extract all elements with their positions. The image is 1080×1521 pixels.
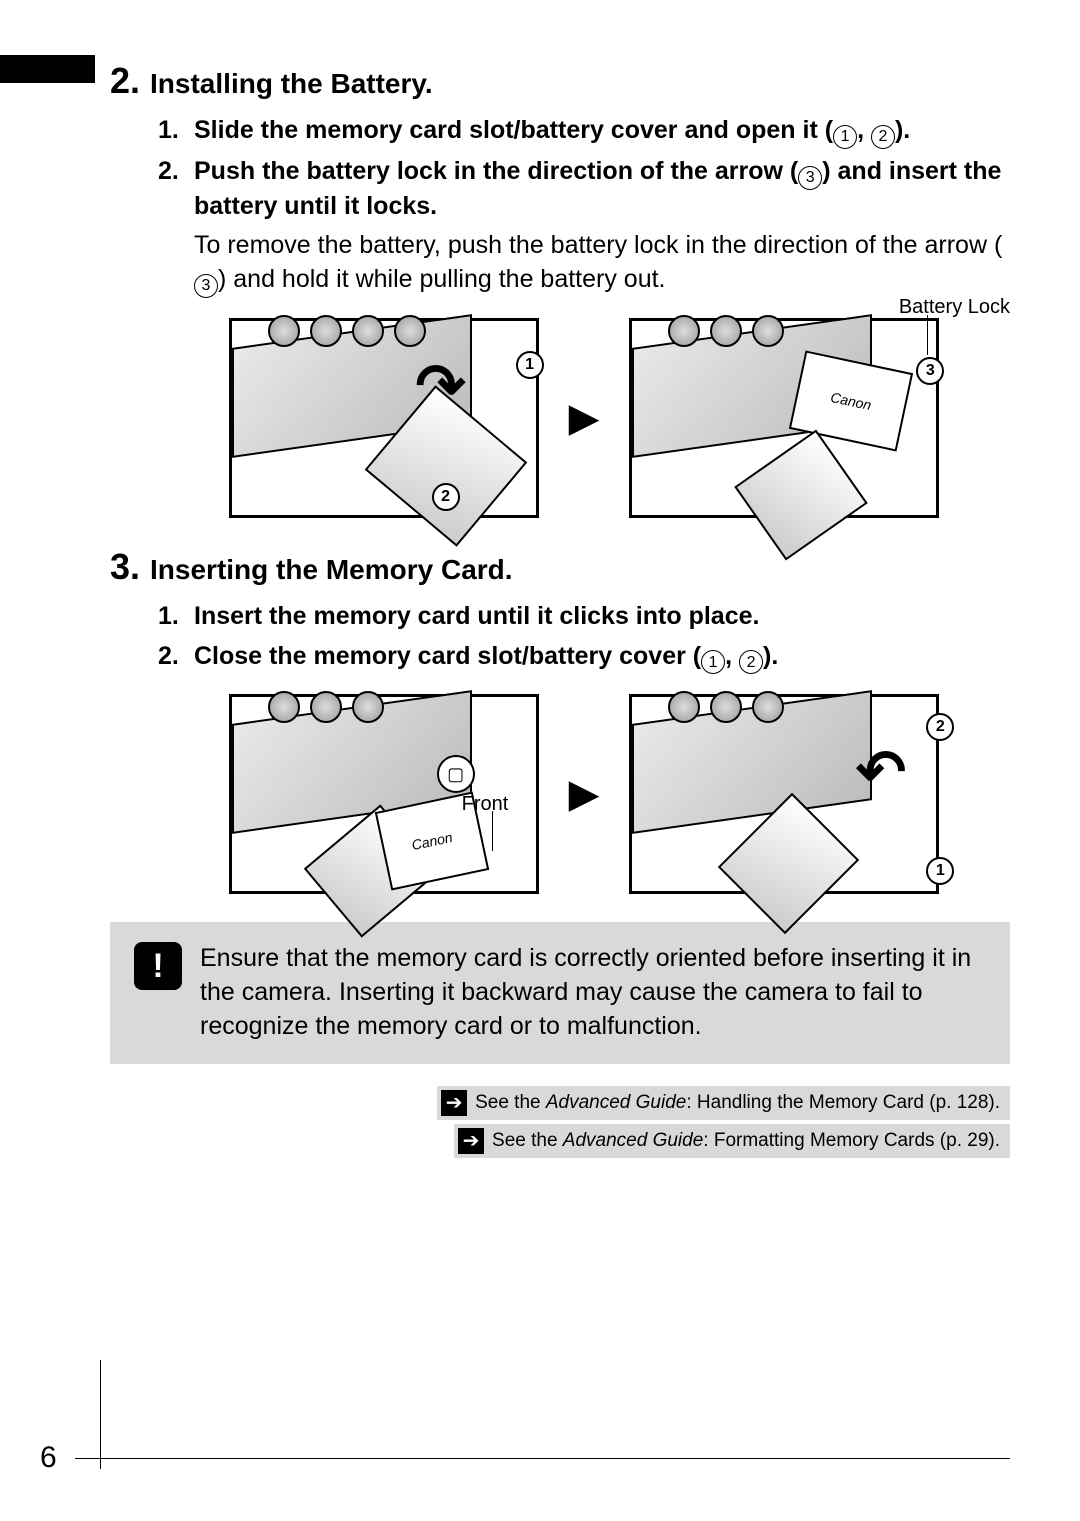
text: ) and hold it while pulling the battery … [218, 265, 666, 293]
dial-icon [268, 315, 300, 347]
arrow-icon: ↷ [856, 737, 906, 807]
circled-number-icon: 1 [833, 125, 857, 149]
arrow-right-icon: ▶ [569, 771, 600, 817]
figure-row: Battery Lock ↷ 1 2 ▶ Canon 3 [110, 318, 1010, 518]
text: , [857, 116, 871, 144]
section-title: Inserting the Memory Card. [150, 554, 513, 586]
dial-icon [268, 691, 300, 723]
figure-left: ↷ 1 2 [229, 318, 539, 518]
manual-page: 2. Installing the Battery. 1. Slide the … [0, 0, 1080, 1521]
step-number: 2. [158, 640, 186, 675]
arrow-right-icon: ➔ [441, 1090, 467, 1116]
step-text: Slide the memory card slot/battery cover… [194, 114, 910, 149]
section-installing-battery: 2. Installing the Battery. 1. Slide the … [110, 60, 1010, 518]
section-title: Installing the Battery. [150, 68, 433, 100]
figure-right: ↷ 2 1 [629, 694, 939, 894]
figure-right: Canon 3 [629, 318, 939, 518]
section-heading: 3. Inserting the Memory Card. [110, 546, 1010, 588]
warning-panel: ! Ensure that the memory card is correct… [110, 922, 1010, 1063]
figure-left: Canon ▢ Front [229, 694, 539, 894]
front-label: Front [462, 793, 509, 816]
step-list: 1. Slide the memory card slot/battery co… [110, 114, 1010, 298]
text: , [725, 642, 739, 670]
reference-text: See the Advanced Guide: Formatting Memor… [492, 1130, 1000, 1152]
arrow-right-icon: ▶ [569, 395, 600, 441]
caution-icon: ! [134, 942, 182, 990]
text: See the [492, 1130, 563, 1151]
step-number: 2. [158, 155, 186, 224]
section-tab [0, 55, 95, 83]
card-slot-icon: ▢ [437, 755, 475, 793]
dial-icon [352, 691, 384, 723]
circled-number-icon: 2 [871, 125, 895, 149]
circled-number-icon: 2 [739, 650, 763, 674]
reference-text: See the Advanced Guide: Handling the Mem… [475, 1092, 1000, 1114]
step-text: Close the memory card slot/battery cover… [194, 640, 778, 675]
warning-text: Ensure that the memory card is correctly… [200, 942, 986, 1043]
circled-number-icon: 2 [432, 483, 460, 511]
page-number: 6 [40, 1441, 57, 1475]
circled-number-icon: 3 [798, 166, 822, 190]
section-inserting-memory-card: 3. Inserting the Memory Card. 1. Insert … [110, 546, 1010, 895]
battery-door [735, 429, 869, 560]
figure-row: Canon ▢ Front ▶ ↷ 2 1 [110, 694, 1010, 894]
section-number: 2. [110, 60, 140, 102]
text: Push the battery lock in the direction o… [194, 157, 798, 185]
circled-number-icon: 1 [516, 351, 544, 379]
text: ). [895, 116, 910, 144]
callout-label: Battery Lock [899, 296, 1010, 319]
step: 2. Close the memory card slot/battery co… [158, 640, 1010, 675]
text: : Formatting Memory Cards (p. 29). [703, 1130, 1000, 1151]
step: 1. Slide the memory card slot/battery co… [158, 114, 1010, 149]
reference-row: ➔ See the Advanced Guide: Handling the M… [437, 1086, 1010, 1120]
footer-rule [75, 1458, 1010, 1459]
circled-number-icon: 3 [194, 274, 218, 298]
dial-icon [394, 315, 426, 347]
reference-block: ➔ See the Advanced Guide: Handling the M… [110, 1086, 1010, 1158]
step-number: 1. [158, 600, 186, 634]
step-text: Push the battery lock in the direction o… [194, 155, 1010, 224]
dial-icon [310, 691, 342, 723]
reference-row: ➔ See the Advanced Guide: Formatting Mem… [454, 1124, 1010, 1158]
dial-icon [352, 315, 384, 347]
text-italic: Advanced Guide [546, 1092, 687, 1113]
callout-line [927, 315, 928, 355]
arrow-icon: ↷ [415, 351, 465, 421]
step-note: To remove the battery, push the battery … [158, 229, 1010, 298]
text: ). [763, 642, 778, 670]
circled-number-icon: 1 [701, 650, 725, 674]
step-list: 1. Insert the memory card until it click… [110, 600, 1010, 675]
step-number: 1. [158, 114, 186, 149]
text: See the [475, 1092, 546, 1113]
section-heading: 2. Installing the Battery. [110, 60, 1010, 102]
text-italic: Advanced Guide [563, 1130, 704, 1151]
page-footer: 6 [40, 1441, 1010, 1475]
arrow-right-icon: ➔ [458, 1128, 484, 1154]
circled-number-icon: 1 [926, 857, 954, 885]
text: Slide the memory card slot/battery cover… [194, 116, 833, 144]
circled-number-icon: 3 [916, 357, 944, 385]
step-text: Insert the memory card until it clicks i… [194, 600, 759, 634]
text: Close the memory card slot/battery cover… [194, 642, 701, 670]
text: To remove the battery, push the battery … [194, 231, 1002, 259]
step: 2. Push the battery lock in the directio… [158, 155, 1010, 224]
section-number: 3. [110, 546, 140, 588]
circled-number-icon: 2 [926, 713, 954, 741]
dial-icon [310, 315, 342, 347]
step: 1. Insert the memory card until it click… [158, 600, 1010, 634]
callout-line [492, 811, 493, 851]
text: : Handling the Memory Card (p. 128). [686, 1092, 1000, 1113]
